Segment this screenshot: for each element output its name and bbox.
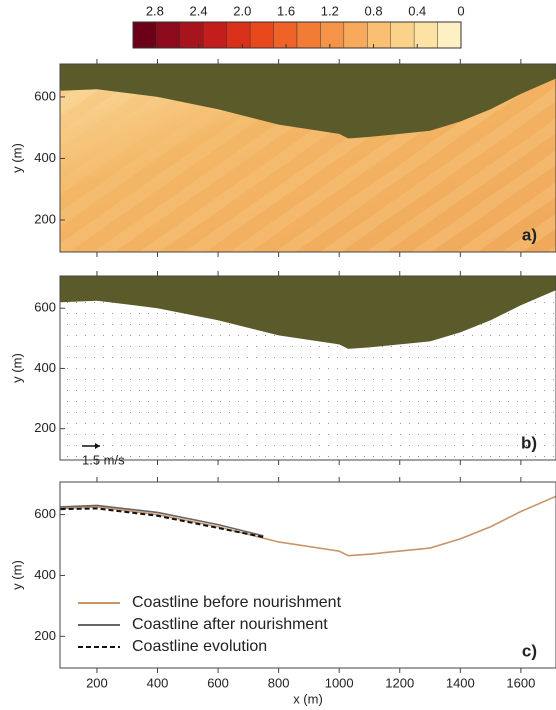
coastline bbox=[60, 507, 264, 539]
land bbox=[60, 276, 556, 349]
colorbar-cell bbox=[390, 21, 415, 49]
colorbar-cell bbox=[156, 21, 181, 49]
colorbar-tick-label: 1.6 bbox=[277, 3, 295, 18]
y-tick-label: 400 bbox=[34, 567, 56, 582]
y-tick-label: 400 bbox=[34, 360, 56, 375]
x-tick-label: 400 bbox=[147, 675, 169, 690]
panel-label: c) bbox=[522, 641, 537, 660]
colorbar-cell bbox=[343, 21, 368, 49]
y-tick-label: 400 bbox=[34, 150, 56, 165]
legend-label: Coastline before nourishment bbox=[132, 594, 342, 611]
colorbar-tick-label: 1.2 bbox=[321, 3, 339, 18]
plot-area bbox=[60, 64, 556, 139]
legend-label: Coastline after nourishment bbox=[132, 616, 328, 633]
coastline bbox=[60, 504, 264, 537]
land bbox=[60, 64, 556, 139]
colorbar-cell bbox=[226, 21, 251, 49]
y-axis-label: y (m) bbox=[9, 353, 24, 383]
x-tick-label: 800 bbox=[268, 675, 290, 690]
colorbar-cell bbox=[132, 21, 157, 49]
colorbar-cell bbox=[296, 21, 321, 49]
x-tick-label: 200 bbox=[86, 675, 108, 690]
colorbar-tick-label: 2.8 bbox=[146, 3, 164, 18]
plot-area bbox=[60, 276, 556, 349]
colorbar-tick-label: 2.0 bbox=[233, 3, 251, 18]
colorbar-tick-label: 0.8 bbox=[364, 3, 382, 18]
y-tick-label: 600 bbox=[34, 300, 56, 315]
legend-label: Coastline evolution bbox=[132, 638, 267, 655]
colorbar-cell bbox=[367, 21, 391, 49]
colorbar-tick-label: 0 bbox=[457, 3, 464, 18]
x-axis-label: x (m) bbox=[293, 691, 323, 706]
y-tick-label: 600 bbox=[34, 506, 56, 521]
panel-label: a) bbox=[522, 225, 537, 244]
x-tick-label: 600 bbox=[207, 675, 229, 690]
x-tick-label: 1000 bbox=[325, 675, 354, 690]
colorbar-cell bbox=[179, 21, 204, 49]
colorbar-tick-label: 0.4 bbox=[408, 3, 426, 18]
colorbar-tick-label: 2.4 bbox=[190, 3, 208, 18]
y-tick-label: 200 bbox=[34, 628, 56, 643]
x-tick-label: 1600 bbox=[506, 675, 535, 690]
colorbar-cell bbox=[203, 21, 227, 49]
x-tick-label: 1400 bbox=[446, 675, 475, 690]
y-tick-label: 600 bbox=[34, 88, 56, 103]
scale-arrow-head bbox=[95, 443, 100, 449]
colorbar-cell bbox=[249, 21, 274, 49]
colorbar-cell bbox=[437, 21, 462, 49]
coastline bbox=[60, 495, 556, 557]
colorbar-cell bbox=[273, 21, 298, 49]
y-axis-label: y (m) bbox=[9, 143, 24, 173]
x-tick-label: 1200 bbox=[385, 675, 414, 690]
panel-label: b) bbox=[521, 433, 537, 452]
plot-area bbox=[60, 495, 556, 557]
y-axis-label: y (m) bbox=[9, 560, 24, 590]
colorbar-cell bbox=[320, 21, 345, 49]
y-tick-label: 200 bbox=[34, 420, 56, 435]
colorbar-frame bbox=[132, 21, 462, 49]
y-tick-label: 200 bbox=[34, 211, 56, 226]
